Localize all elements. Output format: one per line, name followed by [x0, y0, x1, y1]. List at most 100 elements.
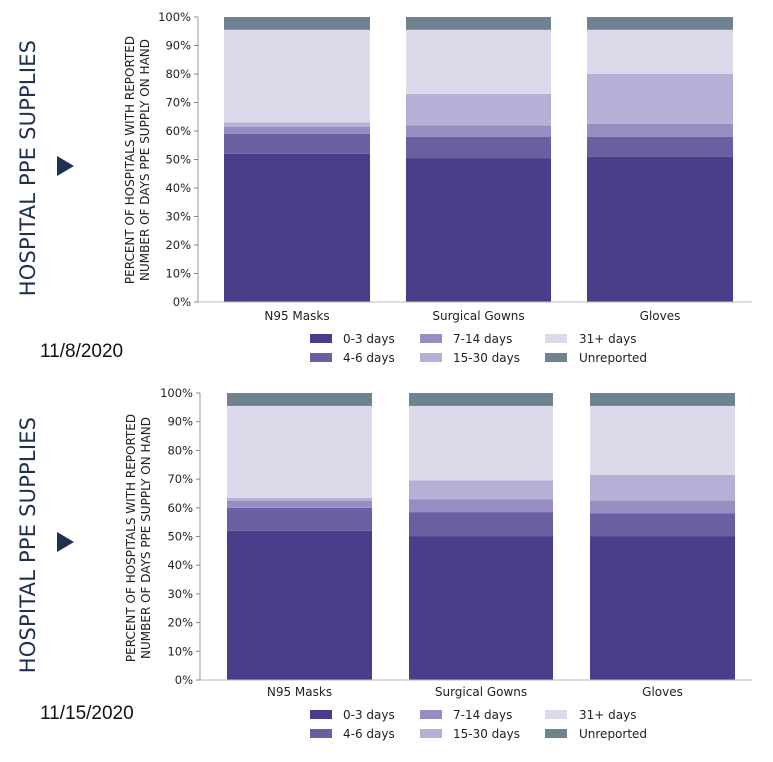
legend-swatch [310, 334, 332, 343]
legend-label: 4-6 days [343, 727, 395, 741]
category-label: Surgical Gowns [435, 685, 527, 699]
legend-swatch [545, 729, 567, 738]
bar-segment-0-3-days [227, 530, 372, 680]
category-label: Gloves [642, 685, 683, 699]
y-tick-label: 60% [165, 124, 191, 138]
y-tick-label: 80% [165, 67, 191, 81]
stacked-bar-chart: 0% 10% 20% 30% 40% 50% 60% 70% 80% 90% 100% N95 Mas… [123, 10, 752, 365]
legend-label: Unreported [579, 351, 647, 365]
bar-segment-31-days [409, 405, 553, 481]
y-tick-label: 90% [165, 39, 191, 53]
bar-segment-7-14-days [406, 125, 551, 137]
legend-swatch [420, 334, 442, 343]
bar-segment-4-6-days [227, 507, 372, 531]
bar-segment-unreported [224, 17, 370, 30]
bar-segment-4-6-days [590, 513, 735, 537]
bar-segment-7-14-days [224, 126, 370, 134]
legend-label: 0-3 days [343, 332, 395, 346]
y-axis-label: PERCENT OF HOSPITALS WITH REPORTED [123, 36, 137, 284]
y-tick-label: 40% [167, 558, 193, 572]
legend-swatch [420, 710, 442, 719]
y-tick-label: 10% [167, 644, 193, 658]
legend-swatch [545, 353, 567, 362]
bar-segment-31-days [227, 405, 372, 498]
y-tick-label: 0% [175, 673, 193, 687]
bar-segment-unreported [587, 17, 733, 30]
legend-swatch [545, 334, 567, 343]
bar-segment-unreported [227, 393, 372, 406]
bar-segment-31-days [406, 29, 551, 94]
bar-segment-unreported [406, 17, 551, 30]
category-label: N95 Masks [264, 309, 329, 323]
legend-swatch [310, 710, 332, 719]
legend-label: 31+ days [579, 708, 636, 722]
y-tick-label: 50% [165, 153, 191, 167]
bar-segment-4-6-days [406, 136, 551, 159]
triangle-arrow-icon [57, 532, 74, 552]
y-tick-label: 50% [167, 530, 193, 544]
legend-label: 0-3 days [343, 708, 395, 722]
bar-segment-7-14-days [587, 123, 733, 137]
bar-segment-15-30-days [224, 122, 370, 127]
category-label: Surgical Gowns [432, 309, 524, 323]
bar-segment-0-3-days [587, 156, 733, 302]
y-tick-label: 0% [173, 295, 191, 309]
triangle-arrow-icon [57, 156, 74, 176]
ppe-chart-panel-1: HOSPITAL PPE SUPPLIES 11/8/2020 0% 10% 20%… [0, 0, 773, 380]
category-label: N95 Masks [267, 685, 332, 699]
legend-swatch [420, 729, 442, 738]
y-axis-label: NUMBER OF DAYS PPE SUPPLY ON HAND [139, 417, 153, 659]
legend-label: Unreported [579, 727, 647, 741]
bar-segment-0-3-days [406, 158, 551, 302]
y-tick-label: 60% [167, 501, 193, 515]
legend-label: 31+ days [579, 332, 636, 346]
y-tick-label: 30% [165, 210, 191, 224]
bar-segment-0-3-days [409, 536, 553, 680]
legend-swatch [310, 729, 332, 738]
y-tick-label: 70% [165, 96, 191, 110]
y-tick-label: 70% [167, 472, 193, 486]
y-axis-label: PERCENT OF HOSPITALS WITH REPORTED [124, 414, 138, 662]
bar-segment-7-14-days [227, 500, 372, 508]
legend-label: 15-30 days [453, 727, 520, 741]
ppe-chart-panel-2: HOSPITAL PPE SUPPLIES 11/15/2020 0% 10% 20… [0, 378, 773, 762]
y-tick-label: 90% [167, 415, 193, 429]
y-axis-label: NUMBER OF DAYS PPE SUPPLY ON HAND [138, 39, 152, 281]
bar-segment-0-3-days [590, 536, 735, 680]
bar-segment-31-days [590, 405, 735, 475]
bar-segment-4-6-days [409, 512, 553, 537]
legend-swatch [545, 710, 567, 719]
bar-segment-4-6-days [587, 136, 733, 157]
y-tick-label: 80% [167, 443, 193, 457]
date-label: 11/15/2020 [40, 703, 134, 724]
bar-segment-15-30-days [590, 474, 735, 501]
legend-swatch [310, 353, 332, 362]
date-label: 11/8/2020 [40, 341, 124, 362]
category-label: Gloves [640, 309, 681, 323]
stacked-bar-chart: 0% 10% 20% 30% 40% 50% 60% 70% 80% 90% 100% N95 Mas… [124, 386, 752, 741]
legend-swatch [420, 353, 442, 362]
bar-segment-unreported [409, 393, 553, 406]
legend-label: 15-30 days [453, 351, 520, 365]
bar-segment-4-6-days [224, 133, 370, 154]
bar-segment-15-30-days [227, 497, 372, 501]
y-tick-label: 40% [165, 181, 191, 195]
legend-label: 7-14 days [453, 332, 512, 346]
bar-segment-0-3-days [224, 153, 370, 302]
bar-segment-7-14-days [590, 500, 735, 514]
y-tick-label: 10% [165, 267, 191, 281]
legend-label: 4-6 days [343, 351, 395, 365]
bar-segment-15-30-days [587, 74, 733, 124]
y-tick-label: 100% [160, 386, 193, 400]
bar-segment-unreported [590, 393, 735, 406]
bar-segment-31-days [587, 29, 733, 74]
y-tick-label: 100% [158, 10, 191, 24]
y-tick-label: 20% [167, 616, 193, 630]
bar-segment-31-days [224, 29, 370, 123]
legend-label: 7-14 days [453, 708, 512, 722]
bar-segment-7-14-days [409, 499, 553, 513]
y-tick-label: 30% [167, 587, 193, 601]
bar-segment-15-30-days [409, 480, 553, 500]
bar-segment-15-30-days [406, 93, 551, 126]
y-tick-label: 20% [165, 238, 191, 252]
